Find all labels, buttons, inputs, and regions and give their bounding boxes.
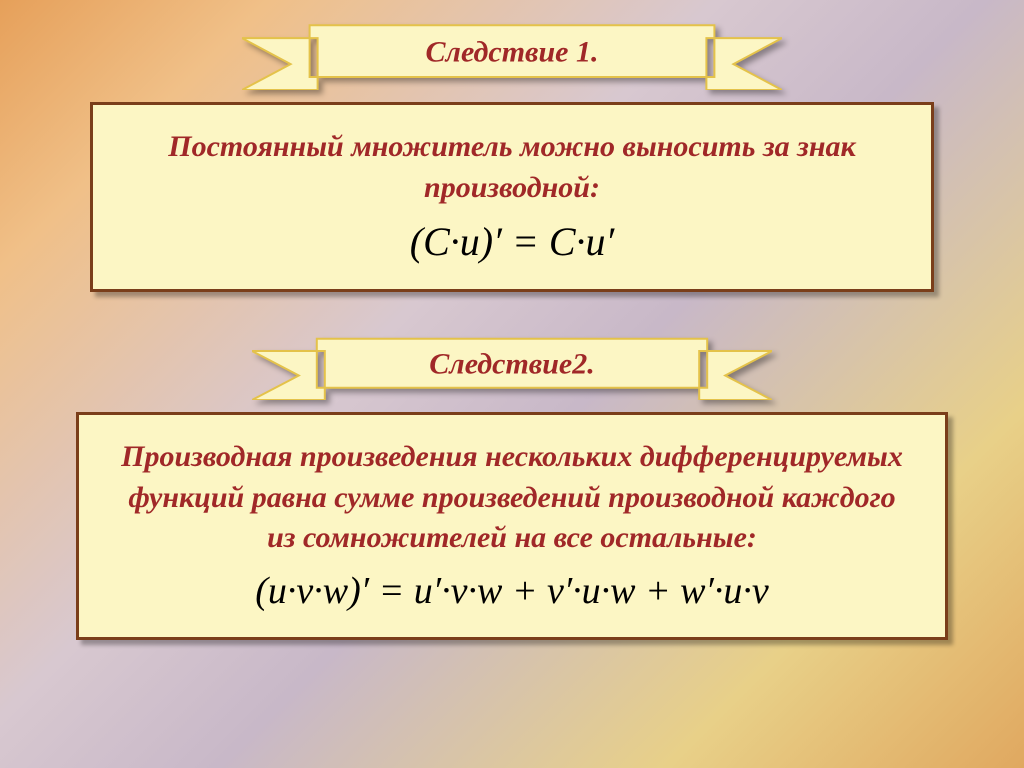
banner-corollary-2: Следствие2.	[252, 332, 772, 400]
content-box-1: Постоянный множитель можно выносить за з…	[90, 102, 934, 292]
banner-1-label: Следствие 1.	[426, 35, 599, 69]
box-2-formula: (u·v·w)′ = u′·v·w + v′·u·w + w′·u·v	[119, 569, 905, 613]
banner-corollary-1: Следствие 1.	[242, 18, 782, 90]
banner-2-label: Следствие2.	[429, 347, 594, 381]
box-1-formula: (C·u)′ = C·u′	[133, 218, 891, 265]
content-box-2: Производная произведения нескольких дифф…	[76, 412, 948, 640]
box-2-text: Производная произведения нескольких дифф…	[119, 437, 905, 559]
box-1-text: Постоянный множитель можно выносить за з…	[133, 127, 891, 208]
